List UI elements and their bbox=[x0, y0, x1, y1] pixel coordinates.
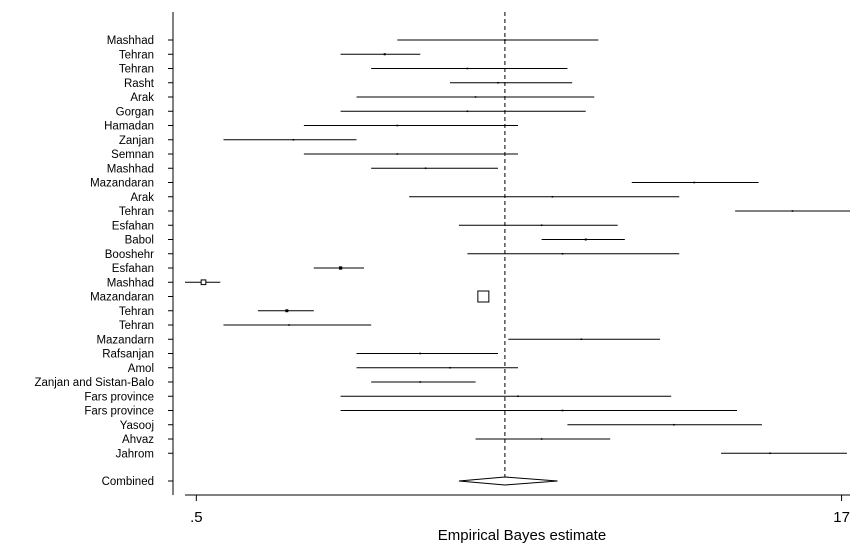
estimate-marker bbox=[791, 210, 794, 212]
study-row: Ahvaz bbox=[122, 434, 611, 446]
study-label: Yasooj bbox=[120, 420, 154, 432]
estimate-marker bbox=[288, 324, 290, 326]
x-axis: .5 17 bbox=[185, 494, 850, 526]
estimate-marker bbox=[584, 238, 587, 241]
study-label: Mashhad bbox=[107, 163, 154, 175]
combined-estimate-group: Combined bbox=[102, 476, 558, 488]
study-label: Amol bbox=[128, 363, 154, 375]
study-row: Hamadan bbox=[104, 121, 518, 133]
study-label: Jahrom bbox=[116, 448, 154, 460]
study-row: Tehran bbox=[119, 306, 314, 318]
estimate-marker bbox=[396, 124, 399, 127]
x-axis-title: Empirical Bayes estimate bbox=[438, 527, 606, 544]
study-label: Tehran bbox=[119, 49, 154, 61]
study-row: Mazandaran bbox=[90, 178, 759, 190]
study-row: Fars province bbox=[84, 406, 738, 418]
study-label: Arak bbox=[130, 92, 154, 104]
study-row: Esfahan bbox=[112, 263, 364, 275]
x-tick-label: 17 bbox=[833, 509, 850, 526]
estimate-marker bbox=[517, 395, 519, 398]
study-row: Booshehr bbox=[105, 249, 680, 261]
study-label: Mazandarn bbox=[96, 334, 154, 346]
study-row: Zanjan and Sistan-Balo bbox=[34, 377, 476, 389]
study-row: Mazandaran bbox=[90, 290, 490, 304]
study-label: Mashhad bbox=[107, 277, 154, 289]
study-row: Yasooj bbox=[120, 420, 762, 432]
estimate-marker bbox=[396, 153, 399, 155]
study-label: Mazandaran bbox=[90, 178, 154, 190]
combined-label: Combined bbox=[102, 476, 154, 488]
estimate-marker bbox=[504, 39, 506, 41]
study-label: Mashhad bbox=[107, 35, 154, 47]
study-row: Tehran bbox=[119, 64, 568, 76]
study-label: Zanjan bbox=[119, 135, 154, 147]
estimate-marker bbox=[477, 290, 490, 303]
study-label: Esfahan bbox=[112, 263, 154, 275]
estimate-marker bbox=[673, 423, 675, 426]
estimate-marker bbox=[449, 366, 451, 369]
estimate-marker bbox=[497, 81, 499, 84]
x-tick-label: .5 bbox=[190, 509, 203, 526]
study-label: Hamadan bbox=[104, 121, 154, 133]
estimate-marker bbox=[285, 309, 289, 313]
study-row: Arak bbox=[130, 192, 680, 204]
estimate-marker bbox=[551, 195, 554, 198]
estimate-marker bbox=[561, 409, 564, 412]
study-label: Fars province bbox=[84, 391, 154, 403]
study-label: Babol bbox=[125, 235, 154, 247]
study-label: Gorgan bbox=[116, 106, 154, 118]
estimate-marker bbox=[419, 352, 422, 355]
study-row: Jahrom bbox=[116, 448, 847, 460]
estimate-marker bbox=[383, 53, 386, 56]
study-row: Semnan bbox=[111, 149, 518, 161]
study-row: Tehran bbox=[119, 49, 421, 61]
estimate-marker bbox=[338, 266, 343, 270]
study-row: Mashhad bbox=[107, 163, 498, 175]
estimate-marker bbox=[419, 381, 422, 383]
study-row: Tehran bbox=[119, 320, 372, 332]
study-label: Arak bbox=[130, 192, 154, 204]
study-label: Tehran bbox=[119, 64, 154, 76]
estimate-marker bbox=[693, 181, 696, 184]
study-row: Mashhad bbox=[107, 35, 599, 47]
estimate-marker bbox=[466, 110, 469, 113]
study-label: Semnan bbox=[111, 149, 154, 161]
study-row: Fars province bbox=[84, 391, 672, 403]
study-label: Booshehr bbox=[105, 249, 154, 261]
estimate-marker bbox=[466, 67, 469, 70]
estimate-marker bbox=[200, 279, 207, 286]
study-row: Rafsanjan bbox=[102, 349, 498, 361]
study-row: Tehran bbox=[119, 206, 850, 218]
study-row: Rasht bbox=[124, 78, 573, 90]
study-row: Arak bbox=[130, 92, 595, 104]
study-row: Esfahan bbox=[112, 220, 618, 232]
estimate-marker bbox=[292, 138, 295, 141]
estimate-marker bbox=[540, 224, 543, 227]
estimate-marker bbox=[474, 96, 477, 98]
study-label: Rafsanjan bbox=[102, 349, 154, 361]
study-row: Babol bbox=[125, 235, 625, 247]
study-label: Mazandaran bbox=[90, 292, 154, 304]
study-rows: Mashhad Tehran Tehran Rasht Arak Gorgan Hamada… bbox=[34, 35, 850, 460]
study-row: Zanjan bbox=[119, 135, 357, 147]
study-label: Esfahan bbox=[112, 220, 154, 232]
estimate-marker bbox=[540, 438, 543, 440]
estimate-marker bbox=[561, 252, 564, 255]
study-label: Rasht bbox=[124, 78, 155, 90]
estimate-marker bbox=[580, 338, 583, 341]
study-row: Gorgan bbox=[116, 106, 586, 118]
estimate-marker bbox=[424, 167, 427, 170]
study-label: Fars province bbox=[84, 406, 154, 418]
study-label: Tehran bbox=[119, 320, 154, 332]
study-label: Tehran bbox=[119, 306, 154, 318]
study-row: Mazandarn bbox=[96, 334, 660, 346]
combined-diamond bbox=[458, 476, 558, 486]
study-label: Tehran bbox=[119, 206, 154, 218]
study-label: Ahvaz bbox=[122, 434, 154, 446]
estimate-marker bbox=[769, 452, 771, 455]
study-label: Zanjan and Sistan-Balo bbox=[34, 377, 154, 389]
study-row: Amol bbox=[128, 363, 518, 375]
study-row: Mashhad bbox=[107, 277, 221, 289]
